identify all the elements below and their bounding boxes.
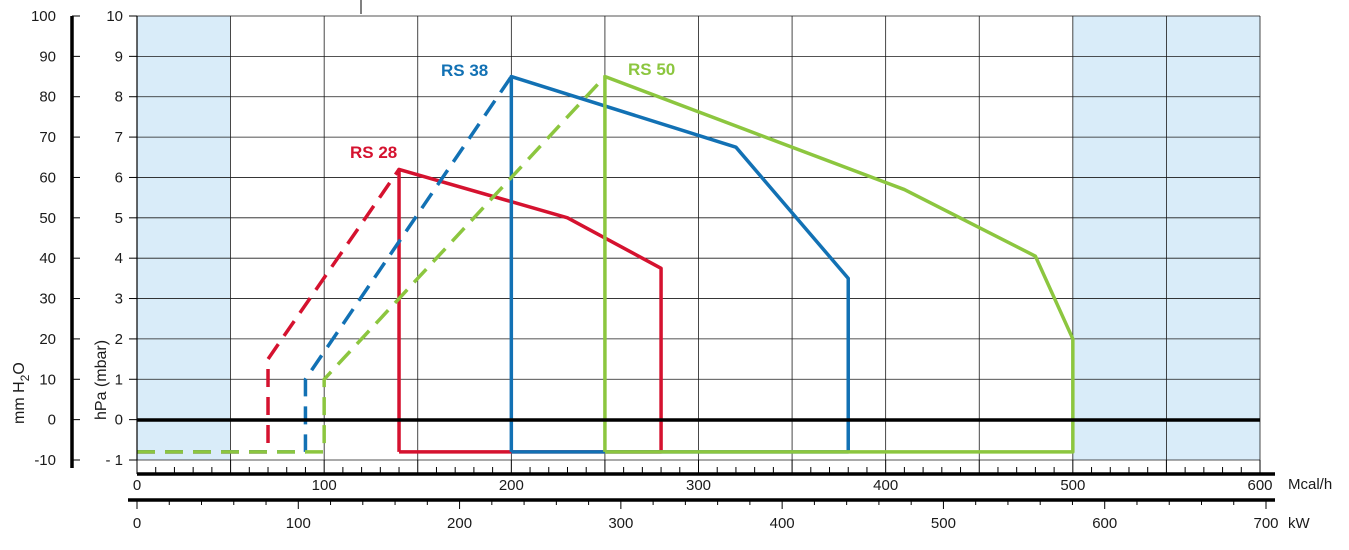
series-label-rs-50: RS 50 [628,60,675,79]
mcal-unit-label: Mcal/h [1288,476,1332,493]
mmh2o-tick-label: 0 [48,412,56,429]
hpa-tick-label: 10 [106,8,123,25]
kw-tick-label: 400 [770,515,795,532]
hpa-tick-label: 4 [115,250,123,267]
kw-tick-label: 500 [931,515,956,532]
kw-tick-label: 700 [1253,515,1278,532]
plot-inner-area [230,16,1073,460]
hpa-tick-label: 1 [115,371,123,388]
hpa-tick-label: 5 [115,210,123,227]
hpa-tick-label: 0 [115,412,123,429]
mcal-tick-label: 100 [312,477,337,494]
mmh2o-tick-label: 90 [39,48,56,65]
hpa-axis-title: hPa (mbar) [93,340,110,420]
kw-tick-label: 100 [286,515,311,532]
mmh2o-tick-label: 60 [39,169,56,186]
mmh2o-tick-label: 30 [39,291,56,308]
mmh2o-tick-label: 80 [39,89,56,106]
mcal-tick-label: 200 [499,477,524,494]
kw-tick-label: 200 [447,515,472,532]
mcal-tick-label: 500 [1060,477,1085,494]
kw-tick-label: 600 [1092,515,1117,532]
series-rs-50-dashed [137,75,607,454]
series-rs-50-solid [603,74,1075,454]
kw-tick-label: 300 [608,515,633,532]
hpa-tick-label: 9 [115,48,123,65]
mmh2o-tick-label: 70 [39,129,56,146]
hpa-tick-label: 2 [115,331,123,348]
hpa-tick-label: 8 [115,89,123,106]
hpa-tick-label: 7 [115,129,123,146]
kw-tick-label: 0 [133,515,141,532]
mmh2o-axis-title: mm H2O [11,362,32,424]
mcal-tick-label: 600 [1247,477,1272,494]
mcal-tick-label: 400 [873,477,898,494]
mmh2o-tick-label: 100 [31,8,56,25]
series-lines [137,74,1075,454]
hpa-tick-label: - 1 [105,452,123,469]
kw-unit-label: kW [1288,515,1311,532]
mmh2o-tick-label: 50 [39,210,56,227]
mcal-tick-label: 0 [133,477,141,494]
hpa-tick-label: 3 [115,291,123,308]
mmh2o-tick-label: 20 [39,331,56,348]
mmh2o-tick-label: 40 [39,250,56,267]
mmh2o-tick-label: 10 [39,371,56,388]
hpa-tick-label: 6 [115,169,123,186]
mmh2o-tick-label: -10 [34,452,56,469]
mcal-tick-label: 300 [686,477,711,494]
axes [70,0,1275,509]
series-label-rs-28: RS 28 [350,143,397,162]
series-label-rs-38: RS 38 [441,61,488,80]
